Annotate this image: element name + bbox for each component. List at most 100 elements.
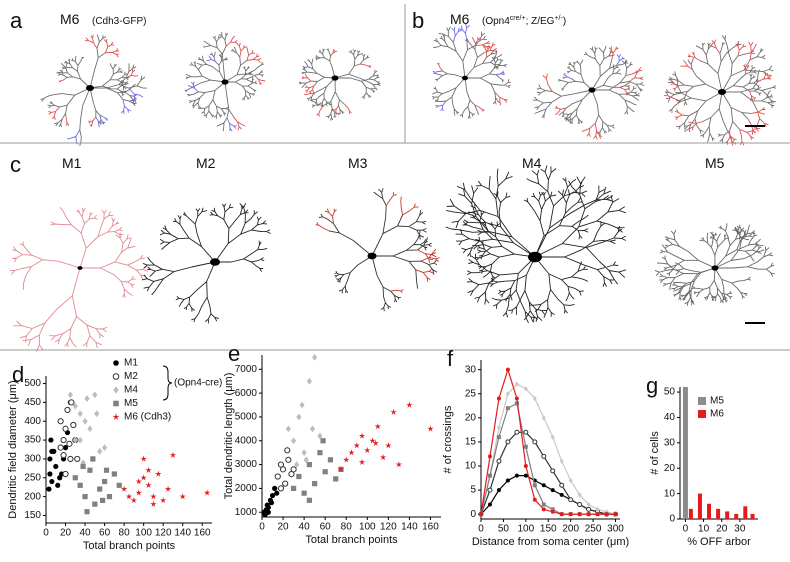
x-tick-label: 20 [60, 528, 72, 539]
marker [514, 401, 519, 406]
marker [290, 485, 297, 492]
marker [604, 509, 609, 515]
soma [718, 89, 726, 95]
y-axis-label: Total dendritic length (μm) [223, 373, 235, 500]
marker [265, 509, 271, 515]
panel-label: f [447, 346, 454, 371]
marker [169, 451, 177, 458]
marker [113, 386, 119, 394]
marker [111, 471, 117, 477]
y-tick-label: 20 [664, 463, 676, 474]
cell-label: M4 [522, 155, 542, 171]
marker [364, 446, 371, 454]
marker [559, 458, 564, 464]
marker [97, 486, 103, 492]
y-axis-label: # of crossings [442, 405, 454, 473]
x-tick-label: 30 [734, 524, 746, 535]
y-tick-label: 5 [470, 485, 476, 496]
marker [541, 483, 546, 488]
x-tick-label: 0 [478, 524, 484, 535]
marker [150, 493, 157, 500]
marker [290, 437, 297, 445]
legend-label: M5 [124, 398, 138, 409]
marker [348, 449, 355, 456]
panel-label: b [412, 8, 424, 33]
marker [613, 512, 618, 517]
marker [296, 473, 302, 480]
y-tick-label: 500 [24, 378, 41, 389]
marker [285, 425, 291, 433]
dendrite [315, 192, 440, 294]
marker [60, 436, 67, 444]
marker [269, 492, 276, 499]
dendrite [532, 45, 645, 136]
marker [70, 421, 77, 429]
x-tick-label: 20 [716, 524, 728, 535]
marker [514, 381, 519, 387]
x-tick-label: 200 [562, 524, 579, 535]
marker [385, 442, 392, 449]
marker [77, 482, 83, 488]
dendrite [66, 87, 144, 145]
subtitle-part: ) [563, 16, 566, 27]
marker [47, 456, 53, 462]
marker [106, 494, 113, 500]
legend-swatch [698, 410, 706, 418]
y-tick-label: 30 [465, 364, 477, 375]
marker [90, 456, 96, 462]
marker [101, 478, 108, 485]
dendrite [301, 49, 372, 117]
marker [274, 490, 280, 496]
soma [210, 258, 220, 266]
bar [725, 511, 730, 519]
marker [532, 483, 537, 488]
marker [505, 439, 511, 445]
soma [528, 251, 542, 263]
marker [62, 445, 69, 451]
marker [125, 493, 133, 500]
marker [279, 466, 287, 473]
marker [67, 455, 74, 463]
marker [541, 507, 546, 512]
soma [367, 252, 377, 260]
x-tick-label: 100 [517, 524, 534, 535]
panel-label: d [12, 362, 24, 387]
y-tick-label: 10 [664, 488, 676, 499]
marker [164, 485, 172, 492]
marker [87, 425, 93, 433]
marker [523, 473, 528, 478]
marker [541, 415, 546, 421]
y-tick-label: 400 [24, 416, 41, 427]
marker [296, 413, 302, 421]
panel-title: M6 [60, 11, 80, 27]
marker [47, 471, 53, 477]
marker [595, 506, 600, 512]
y-tick-label: 20 [465, 412, 477, 423]
x-tick-label: 160 [422, 522, 439, 533]
series-line [480, 383, 616, 515]
x-tick-label: 140 [401, 522, 418, 533]
marker [505, 367, 510, 372]
panel-label: a [10, 8, 23, 33]
marker [74, 455, 81, 463]
dendrite [445, 165, 627, 324]
dendrite [542, 46, 644, 140]
dendrite [187, 55, 238, 132]
marker [120, 485, 128, 492]
marker [577, 492, 582, 498]
y-tick-label: 450 [24, 397, 41, 408]
marker [284, 447, 291, 454]
marker [306, 377, 312, 385]
marker [496, 488, 501, 493]
series-line [480, 431, 616, 515]
marker [523, 429, 529, 435]
marker [116, 482, 122, 488]
y-tick-label: 40 [664, 412, 676, 423]
x-tick-label: 300 [607, 524, 624, 535]
panel-subtitle: (Cdh3-GFP) [92, 16, 146, 27]
marker [92, 501, 98, 507]
marker [97, 448, 103, 455]
neuron-drawings [10, 23, 777, 352]
y-tick-label: 7000 [235, 364, 258, 375]
